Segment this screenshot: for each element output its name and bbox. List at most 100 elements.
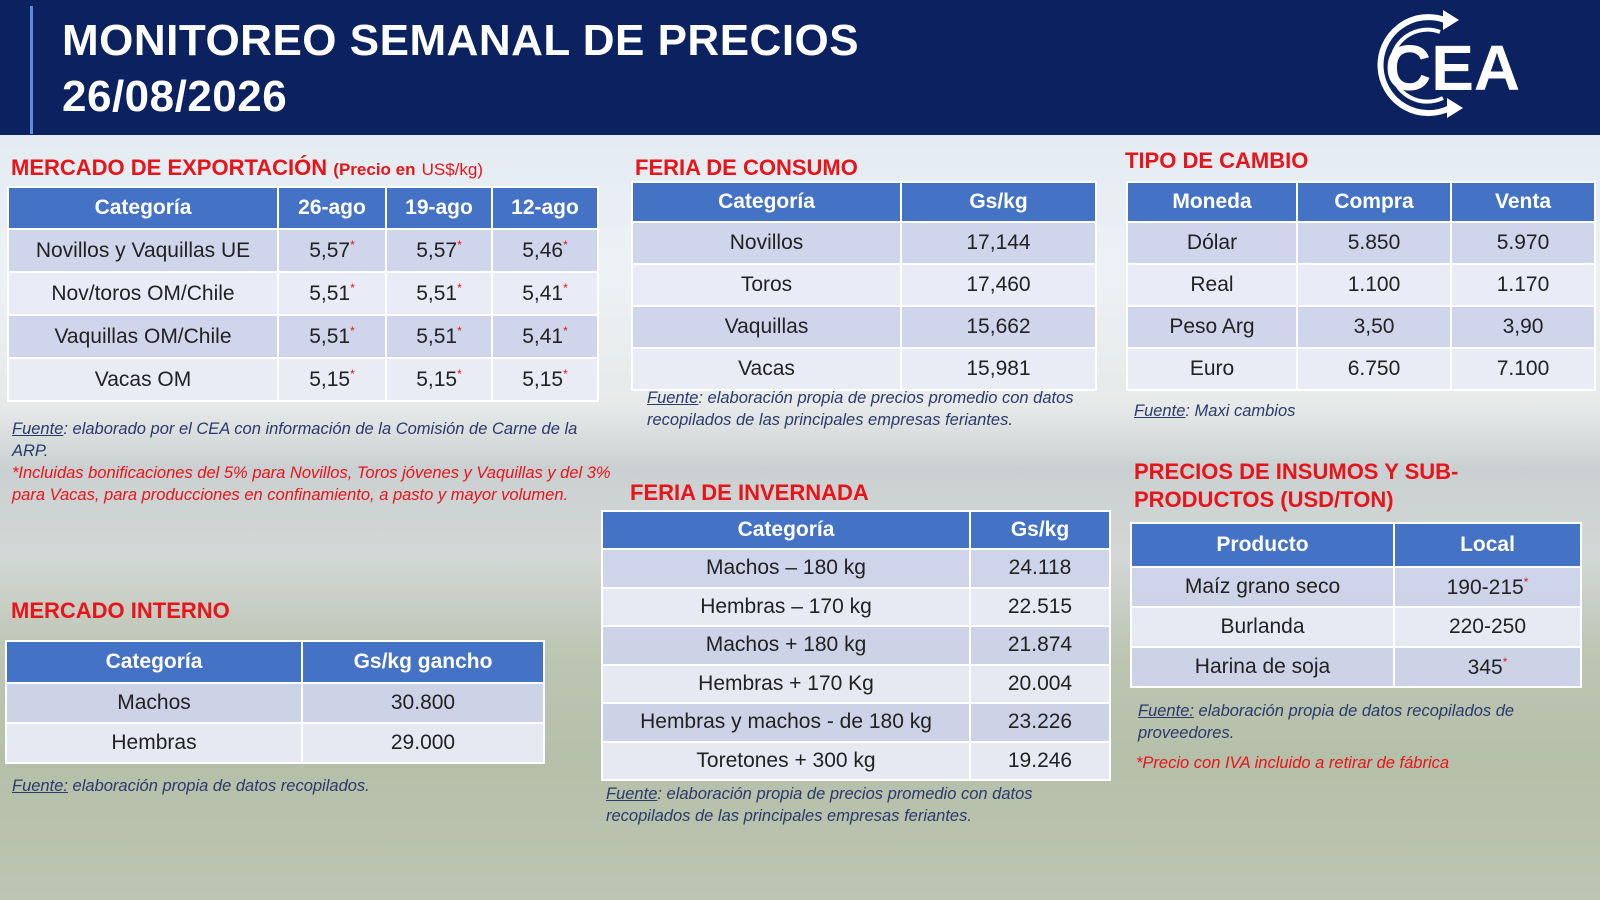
table-row: Vaquillas 15,662: [631, 305, 1097, 349]
column-header: 12-ago: [491, 186, 599, 230]
table-cell: 23.226: [969, 702, 1111, 743]
column-header: Gs/kg gancho: [301, 640, 545, 684]
note: *Incluidas bonificaciones del 5% para No…: [12, 464, 611, 504]
table-cell: Vacas: [631, 347, 902, 391]
source: Fuente: elaborado por el CEA con informa…: [12, 418, 602, 462]
table-row: Vacas 15,981: [631, 347, 1097, 391]
cell-note: *: [350, 367, 355, 381]
section-title: FERIA DE CONSUMO: [635, 155, 858, 180]
column-header: Gs/kg: [900, 181, 1097, 223]
table-container: Producto Local Maíz grano seco 190-215* Burl…: [1130, 522, 1582, 688]
table-cell: 5,41*: [491, 271, 599, 316]
column-header: Producto: [1130, 522, 1395, 568]
table-row: Burlanda 220-250: [1130, 606, 1582, 648]
table-cell: Real: [1126, 263, 1298, 307]
table-row: Machos 30.800: [5, 682, 545, 724]
table-cell: Novillos: [631, 221, 902, 265]
unit-prefix: (Precio en: [333, 160, 416, 179]
table-cell: 5,15*: [277, 357, 387, 402]
table-row: Vacas OM 5,15* 5,15* 5,15*: [7, 357, 599, 402]
date: 26/08/2026: [62, 72, 288, 121]
table-row: Toretones + 300 kg 19.246: [601, 740, 1111, 781]
logo: CEA: [1377, 10, 1520, 118]
table-cell: 17,144: [900, 221, 1097, 265]
table-row: Hembras – 170 kg 22.515: [601, 586, 1111, 627]
cell-value: 5,51: [309, 282, 351, 305]
column-header: Categoría: [631, 181, 902, 223]
table-row: Vaquillas OM/Chile 5,51* 5,51* 5,41*: [7, 314, 599, 359]
table-cell: Peso Arg: [1126, 305, 1298, 349]
table-row: Machos + 180 kg 21.874: [601, 625, 1111, 666]
table-cell: Hembras: [5, 722, 303, 764]
source: Fuente: elaboración propia de precios pr…: [606, 783, 1056, 827]
table-cell: Maíz grano seco: [1130, 566, 1395, 608]
table-row: Novillos y Vaquillas UE 5,57* 5,57* 5,46*: [7, 228, 599, 273]
column-header: Moneda: [1126, 181, 1298, 223]
table-cell: 7.100: [1450, 347, 1596, 391]
header-row: Producto Local: [1130, 522, 1582, 568]
table-row: Maíz grano seco 190-215*: [1130, 566, 1582, 608]
section-title: MERCADO DE EXPORTACIÓN (Precio en US$/kg…: [11, 155, 483, 181]
table-row: Nov/toros OM/Chile 5,51* 5,51* 5,41*: [7, 271, 599, 316]
table-cell: 1.100: [1296, 263, 1452, 307]
table-row: Euro 6.750 7.100: [1126, 347, 1596, 391]
table-row: Real 1.100 1.170: [1126, 263, 1596, 307]
source-text: : elaboración propia de precios promedio…: [647, 389, 1074, 429]
cell-value: 5,15: [309, 368, 351, 391]
table: Categoría Gs/kg gancho Machos 30.800 Hembras…: [5, 640, 545, 764]
table-cell: 30.800: [301, 682, 545, 724]
table-row: Hembras y machos - de 180 kg 23.226: [601, 702, 1111, 743]
table-container: Categoría Gs/kg Machos – 180 kg 24.118 Hembr…: [601, 510, 1111, 781]
table-cell: 5,46*: [491, 228, 599, 273]
header-row: Categoría Gs/kg: [631, 181, 1097, 223]
cell-value: 5,15: [522, 368, 564, 391]
source-label: Fuente: [1134, 402, 1186, 420]
header: MONITOREO SEMANAL DE PRECIOS 26/08/2026 …: [0, 0, 1600, 135]
source: Fuente: elaboración propia de precios pr…: [647, 387, 1097, 431]
cell-value: 5,57: [309, 239, 351, 262]
table-cell: 15,981: [900, 347, 1097, 391]
logo-text: CEA: [1385, 32, 1520, 104]
table-cell: 345*: [1393, 646, 1582, 688]
section-title: FERIA DE INVERNADA: [630, 480, 869, 505]
column-header: Compra: [1296, 181, 1452, 223]
table-cell: Burlanda: [1130, 606, 1395, 648]
table-row: Hembras + 170 Kg 20.004: [601, 663, 1111, 704]
cell-value: 5,51: [416, 282, 458, 305]
table-row: Toros 17,460: [631, 263, 1097, 307]
table-cell: Harina de soja: [1130, 646, 1395, 688]
table-cell: 20.004: [969, 663, 1111, 704]
source-label: Fuente: [606, 785, 658, 803]
table-cell: 5,51*: [277, 271, 387, 316]
table-cell: 6.750: [1296, 347, 1452, 391]
cell-note: *: [350, 324, 355, 338]
cell-note: *: [457, 238, 462, 252]
cell-note: *: [350, 238, 355, 252]
table-cell: 5,51*: [385, 271, 493, 316]
table-cell: 5,51*: [385, 314, 493, 359]
cell-note: *: [457, 281, 462, 295]
cell-note: *: [563, 367, 568, 381]
cell-note: *: [350, 281, 355, 295]
table-cell: Toros: [631, 263, 902, 307]
cell-value: 5,51: [309, 325, 351, 348]
header-row: Categoría 26-ago 19-ago 12-ago: [7, 186, 599, 230]
column-header: 26-ago: [277, 186, 387, 230]
cell-value: 190-215: [1446, 575, 1524, 599]
table-cell: Vaquillas: [631, 305, 902, 349]
table-row: Hembras 29.000: [5, 722, 545, 764]
table-cell: Hembras – 170 kg: [601, 586, 971, 627]
table-cell: 5,41*: [491, 314, 599, 359]
table-cell: 19.246: [969, 740, 1111, 781]
cell-note: *: [563, 281, 568, 295]
table-cell: 5,51*: [277, 314, 387, 359]
source: Fuente: elaboración propia de datos reco…: [1138, 700, 1548, 744]
header-row: Categoría Gs/kg: [601, 510, 1111, 550]
source-text: : elaborado por el CEA con información d…: [12, 420, 578, 460]
table-cell: 5,15*: [491, 357, 599, 402]
cell-note: *: [1523, 574, 1529, 589]
cell-value: 5,46: [522, 239, 564, 262]
table-cell: 190-215*: [1393, 566, 1582, 608]
table-cell: Vaquillas OM/Chile: [7, 314, 279, 359]
